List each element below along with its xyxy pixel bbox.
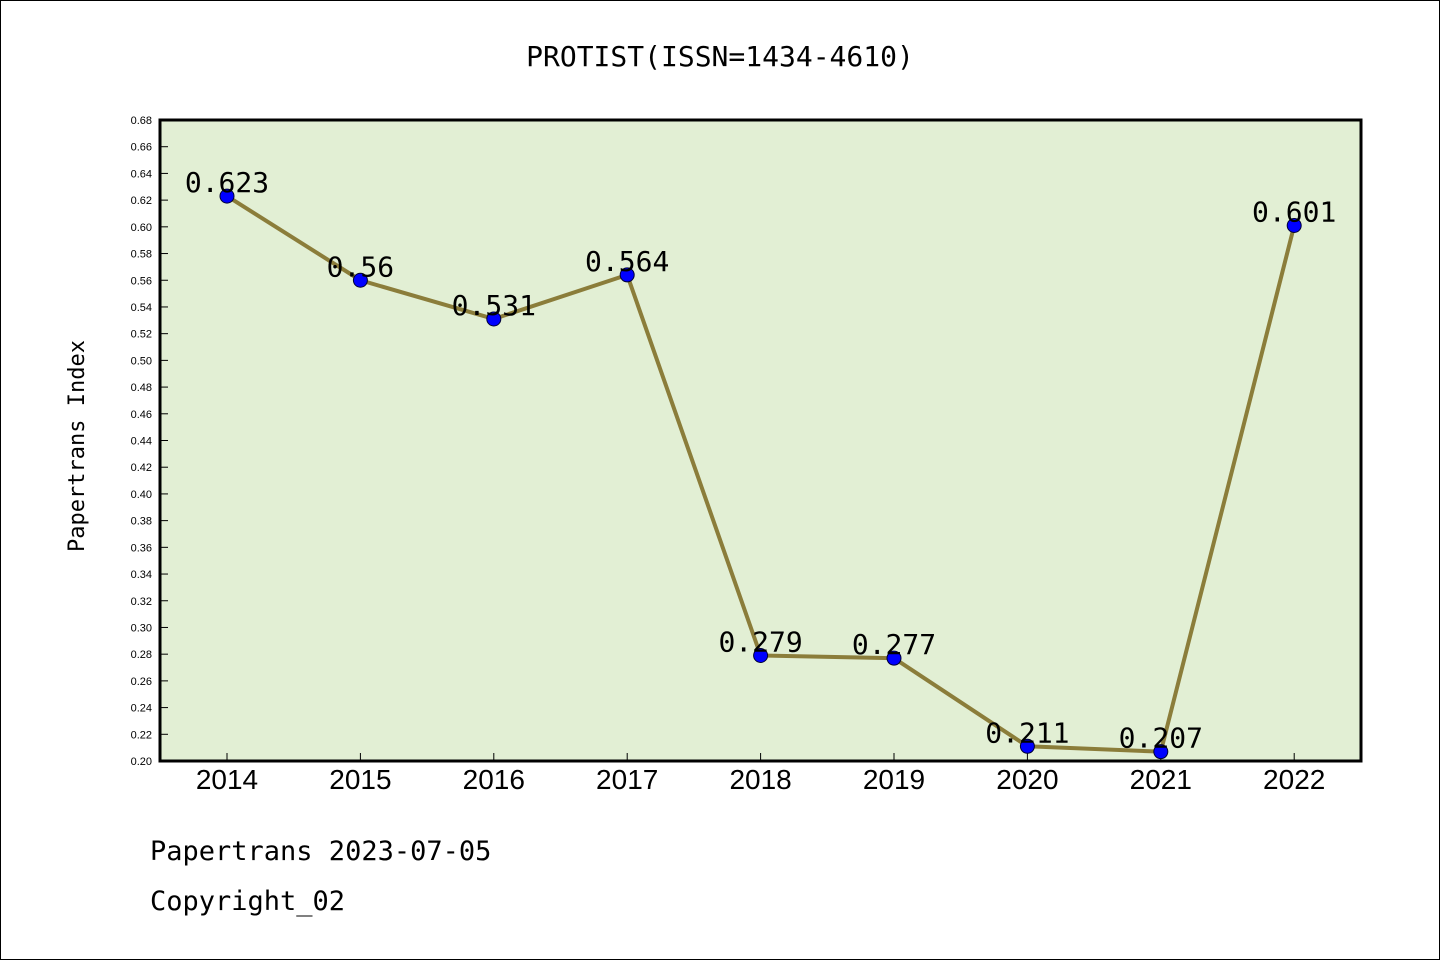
data-point bbox=[1019, 738, 1035, 754]
x-tick-label: 2018 bbox=[729, 764, 791, 795]
y-tick-label: 0.58 bbox=[131, 249, 152, 261]
data-label: 0.277 bbox=[852, 628, 936, 661]
plot-border bbox=[158, 118, 1363, 763]
footer-copyright: Copyright_02 bbox=[150, 886, 346, 917]
data-label: 0.207 bbox=[1119, 722, 1203, 755]
x-tick-label: 2020 bbox=[996, 764, 1058, 795]
data-label: 0.279 bbox=[718, 626, 802, 659]
x-tick-label: 2021 bbox=[1130, 764, 1192, 795]
y-axis: 0.20 0.22 0.24 0.26 0.28 0.30 0.32 0.34 0.36 0.38… bbox=[131, 115, 168, 768]
y-tick-label: 0.50 bbox=[131, 355, 152, 367]
x-tick-label: 2022 bbox=[1263, 764, 1325, 795]
y-tick-label: 0.32 bbox=[131, 596, 152, 608]
data-point bbox=[619, 267, 635, 283]
y-tick-label: 0.62 bbox=[131, 195, 152, 207]
y-tick-label: 0.28 bbox=[131, 649, 152, 661]
y-tick-label: 0.52 bbox=[131, 329, 152, 341]
y-tick-label: 0.46 bbox=[131, 409, 152, 421]
data-point bbox=[219, 188, 235, 204]
data-label: 0.601 bbox=[1252, 195, 1336, 228]
data-point bbox=[1286, 217, 1302, 233]
footer-date: Papertrans 2023-07-05 bbox=[150, 836, 492, 867]
x-tick-label: 2016 bbox=[463, 764, 525, 795]
y-tick-label: 0.68 bbox=[131, 115, 152, 127]
y-tick-label: 0.44 bbox=[131, 436, 152, 448]
data-point bbox=[1153, 744, 1169, 760]
y-axis-title: Papertrans Index bbox=[65, 340, 90, 552]
data-label: 0.531 bbox=[452, 289, 536, 322]
x-tick-label: 2015 bbox=[329, 764, 391, 795]
y-tick-label: 0.22 bbox=[131, 729, 152, 741]
data-point bbox=[886, 650, 902, 666]
x-axis: 2014 2015 2016 2017 2018 2019 2020 2021 2022 bbox=[196, 753, 1325, 795]
data-label: 0.211 bbox=[985, 716, 1069, 749]
y-tick-label: 0.40 bbox=[131, 489, 152, 501]
data-point bbox=[486, 311, 502, 327]
y-tick-label: 0.54 bbox=[131, 302, 152, 314]
y-tick-label: 0.30 bbox=[131, 622, 152, 634]
y-tick-label: 0.24 bbox=[131, 703, 152, 715]
data-point bbox=[753, 648, 769, 664]
y-tick-label: 0.56 bbox=[131, 275, 152, 287]
y-tick-label: 0.36 bbox=[131, 542, 152, 554]
x-tick-label: 2014 bbox=[196, 764, 258, 795]
data-label: 0.56 bbox=[327, 250, 394, 283]
y-tick-label: 0.20 bbox=[131, 756, 152, 768]
data-label: 0.564 bbox=[585, 245, 669, 278]
y-tick-label: 0.66 bbox=[131, 142, 152, 154]
y-tick-label: 0.26 bbox=[131, 676, 152, 688]
data-label: 0.623 bbox=[185, 166, 269, 199]
y-tick-label: 0.38 bbox=[131, 516, 152, 528]
y-tick-label: 0.42 bbox=[131, 462, 152, 474]
data-point bbox=[352, 272, 368, 288]
x-tick-label: 2019 bbox=[863, 764, 925, 795]
x-tick-label: 2017 bbox=[596, 764, 658, 795]
chart-title: PROTIST(ISSN=1434-4610) bbox=[526, 40, 914, 73]
y-tick-label: 0.34 bbox=[131, 569, 152, 581]
y-tick-label: 0.48 bbox=[131, 382, 152, 394]
y-tick-label: 0.64 bbox=[131, 168, 152, 180]
series-papertrans-index: 0.623 0.56 0.531 0.564 0.279 0.277 0.211 0.207 0… bbox=[185, 166, 1336, 760]
y-tick-label: 0.60 bbox=[131, 222, 152, 234]
